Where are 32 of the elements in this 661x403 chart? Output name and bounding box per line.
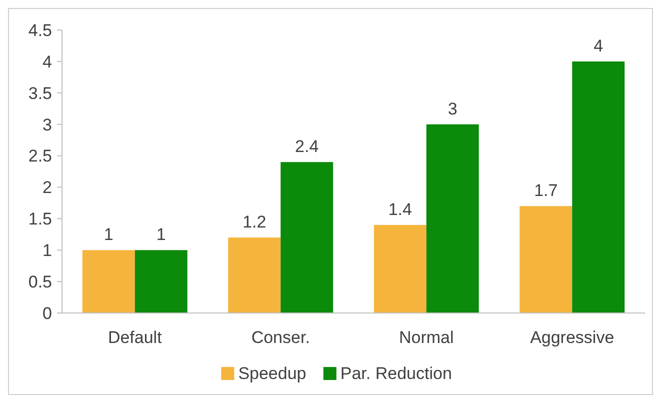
x-tick-label: Aggressive — [530, 328, 614, 347]
data-label: 3 — [448, 99, 458, 118]
y-tick-label: 0 — [42, 304, 52, 323]
data-label: 1 — [156, 225, 166, 244]
bar — [134, 250, 188, 313]
data-label: 1.2 — [242, 212, 266, 232]
y-tick-label: 1.5 — [28, 210, 52, 229]
bar — [280, 162, 334, 313]
bar — [520, 206, 572, 313]
data-label: 2.4 — [295, 137, 319, 156]
x-tick-label: Default — [108, 328, 162, 347]
y-tick-label: 3.5 — [28, 84, 52, 103]
data-label: 1.7 — [534, 181, 558, 200]
x-tick-label: Normal — [398, 328, 454, 347]
legend-label: Par. Reduction — [340, 364, 452, 383]
y-tick-label: 4 — [42, 52, 52, 72]
data-label: 1 — [104, 225, 114, 244]
data-label: 1.4 — [388, 200, 412, 219]
y-tick-label: 1 — [42, 241, 52, 260]
y-tick-label: 3 — [42, 115, 52, 134]
bar — [572, 61, 625, 313]
y-tick-label: 0.5 — [28, 272, 52, 292]
legend-label: Speedup — [238, 364, 306, 383]
bar — [426, 124, 479, 313]
y-tick-label: 2 — [42, 178, 52, 198]
y-tick-label: 2.5 — [28, 146, 52, 166]
bar — [228, 238, 281, 313]
x-tick-label: Conser. — [251, 328, 310, 347]
y-tick-label: 4.5 — [28, 20, 52, 40]
bar — [374, 224, 426, 313]
data-label: 4 — [594, 36, 604, 56]
bar — [82, 250, 135, 313]
